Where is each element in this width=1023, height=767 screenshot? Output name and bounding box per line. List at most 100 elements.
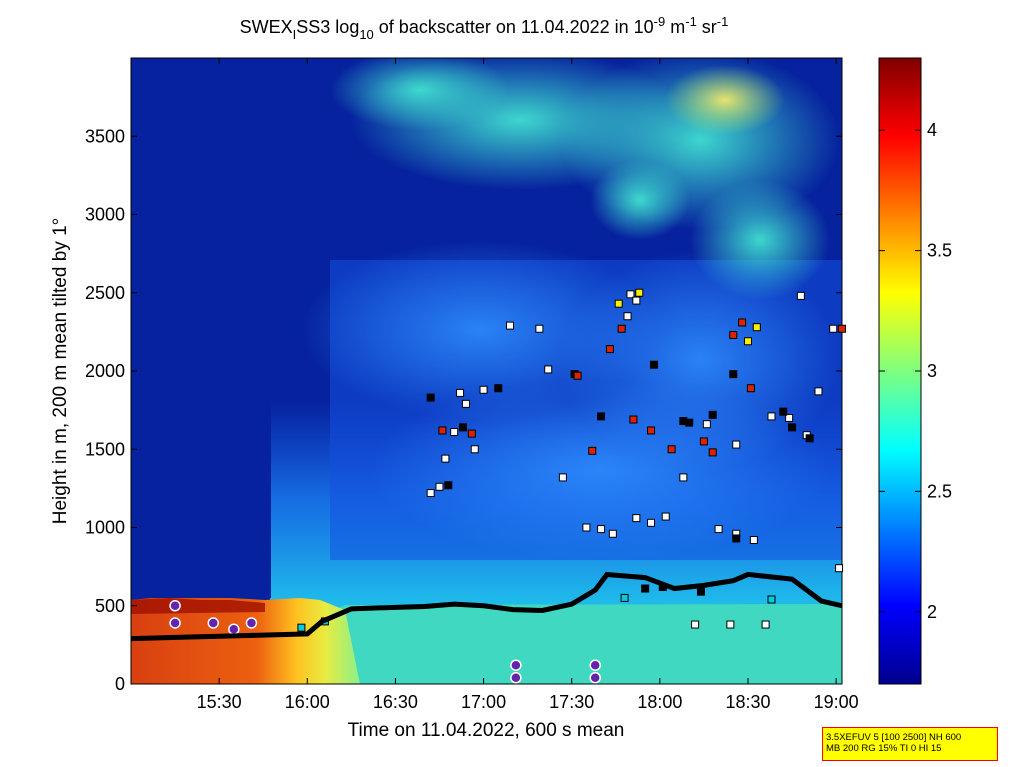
x-axis: 15:30 16:00 16:30 17:00 17:30 18:00 18:30 19:00 (197, 58, 859, 712)
cloud-base-marker (647, 426, 656, 435)
cloud-base-marker (605, 345, 614, 354)
y-tick-label: 1000 (85, 518, 125, 538)
cloud-base-marker (738, 318, 747, 327)
cloud-patch (590, 160, 690, 240)
cloud-base-marker (796, 291, 805, 300)
x-tick-label: 18:30 (725, 692, 770, 712)
aerosol-marker (589, 671, 601, 684)
y-tick-label: 500 (95, 596, 125, 616)
cloud-base-marker (647, 518, 656, 527)
y-axis-label: Height in m, 200 m mean tilted by 1° (50, 218, 71, 524)
cloud-base-marker (838, 324, 846, 333)
cloud-patch (665, 65, 785, 135)
cloud-base-marker (426, 489, 435, 498)
cloud-base-marker (788, 423, 797, 432)
y-tick-label: 2000 (85, 361, 125, 381)
cloud-base-marker (479, 385, 488, 394)
colorbar-tick-label: 2 (927, 602, 937, 622)
cloud-base-marker (450, 428, 459, 437)
cloud-base-marker (779, 407, 788, 416)
y-tick-label: 3000 (85, 205, 125, 225)
surface-aerosol-dense (131, 598, 265, 614)
surface-aerosol (131, 595, 360, 684)
cloud-base-marker (558, 473, 567, 482)
aerosol-marker (510, 671, 522, 684)
cloud-base-marker (785, 413, 794, 422)
y-tick-label: 1500 (85, 439, 125, 459)
cloud-base-marker (441, 454, 450, 463)
cloud-markers (169, 288, 846, 684)
y-tick-label: 0 (115, 674, 125, 694)
colorbar-ticks: 2 2.5 3 3.5 4 (879, 120, 952, 622)
cloud-base-marker (614, 299, 623, 308)
processing-info-box: 3.5XEFUV 5 [100 2500] NH 600 MB 200 RG 1… (822, 727, 998, 761)
cloud-base-marker (714, 525, 723, 534)
x-axis-label: Time on 11.04.2022, 600 s mean (348, 720, 625, 741)
boundary-layer-polyline (130, 571, 843, 642)
cloud-base-marker (805, 434, 814, 443)
cloud-base-marker (461, 399, 470, 408)
heatmap-empty-region (131, 58, 271, 598)
cloud-base-marker (767, 595, 776, 604)
colorbar-tick-label: 3.5 (927, 241, 952, 261)
cloud-base-marker (732, 440, 741, 449)
aerosol-marker (228, 623, 240, 635)
cloud-base-marker (632, 514, 641, 523)
cloud-base-marker (661, 512, 670, 521)
cloud-base-marker (470, 445, 479, 454)
cloud-base-marker (749, 536, 758, 545)
cloud-base-marker (708, 410, 717, 419)
x-tick-label: 17:30 (549, 692, 594, 712)
cloud-base-marker (573, 371, 582, 380)
info-line-1: 3.5XEFUV 5 [100 2500] NH 600 (826, 732, 962, 743)
cloud-base-marker (679, 473, 688, 482)
cloud-base-marker (767, 412, 776, 421)
cloud-base-marker (597, 412, 606, 421)
aerosol-marker (169, 600, 181, 612)
cloud-base-marker (467, 429, 476, 438)
cloud-base-marker (458, 423, 467, 432)
cloud-base-marker (608, 529, 617, 538)
cloud-base-marker (617, 324, 626, 333)
cloud-base-marker (297, 623, 306, 632)
cloud-base-marker (641, 584, 650, 593)
x-tick-label: 16:00 (285, 692, 330, 712)
cloud-base-marker (708, 448, 717, 457)
aerosol-marker (207, 617, 220, 629)
colorbar-tick-label: 2.5 (927, 481, 952, 501)
cloud-base-marker (629, 415, 638, 424)
x-tick-label: 17:00 (461, 692, 506, 712)
cloud-base-marker (438, 426, 447, 435)
cloud-base-marker (649, 360, 658, 369)
cloud-base-marker (620, 593, 629, 602)
cloud-base-marker (702, 420, 711, 429)
cloud-base-marker (699, 437, 708, 446)
cloud-base-marker (729, 370, 738, 379)
cloud-base-marker (691, 620, 700, 629)
cloud-patch (330, 58, 510, 130)
cloud-base-marker (623, 312, 632, 321)
colorbar-tick-label: 4 (927, 120, 937, 140)
cloud-base-marker (506, 321, 515, 330)
cloud-base-marker (761, 620, 770, 629)
cloud-base-marker (582, 523, 591, 532)
cloud-base-marker (456, 388, 465, 397)
colorbar (878, 57, 922, 685)
aerosol-marker (169, 617, 181, 629)
cloud-base-marker (696, 587, 705, 596)
aerosol-marker (245, 617, 258, 629)
cloud-base-marker (435, 482, 444, 491)
cloud-base-marker (667, 445, 676, 454)
cloud-base-marker (685, 418, 694, 427)
cloud-base-marker (597, 525, 606, 534)
x-tick-label: 15:30 (197, 692, 242, 712)
y-tick-label: 3500 (85, 126, 125, 146)
cloud-patch (370, 380, 830, 560)
cloud-base-marker (729, 331, 738, 340)
cloud-base-marker (626, 290, 635, 299)
cloud-base-marker (732, 534, 741, 543)
cloud-base-marker (814, 387, 823, 396)
y-axis: 0 500 1000 1500 2000 2500 3000 3500 (85, 126, 842, 694)
y-tick-label: 2500 (85, 283, 125, 303)
